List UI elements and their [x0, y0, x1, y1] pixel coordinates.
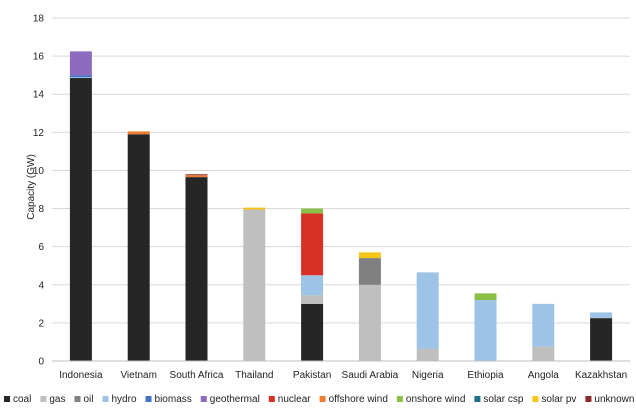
legend-item-nuclear: nuclear [268, 394, 311, 405]
y-tick-label: 10 [33, 166, 45, 177]
y-tick-label: 16 [33, 52, 45, 63]
y-tick-label: 6 [38, 242, 44, 253]
y-tick-label: 0 [38, 357, 44, 368]
bar-segment-vietnam-coal [127, 134, 150, 361]
bar-segment-ethiopia-hydro [474, 300, 497, 361]
legend-label-solar-pv: solar pv [541, 394, 576, 405]
y-tick-label: 2 [38, 318, 44, 329]
bars [69, 51, 613, 362]
bar-segment-indonesia-hydro [69, 77, 92, 79]
legend: coal gas oil hydro biomass geothermal nuclear o… [4, 394, 634, 405]
legend-label-oil: oil [83, 394, 93, 405]
legend-label-coal: coal [13, 394, 31, 405]
y-axis-ticks: 0 2 4 6 8 10 12 14 16 18 [33, 14, 45, 368]
bar-segment-south-africa-coal [185, 177, 208, 361]
legend-swatch-solar-csp [474, 396, 481, 402]
x-tick-label-saudi-arabia: Saudi Arabia [342, 370, 399, 381]
bar-segment-indonesia-biomass [69, 75, 92, 78]
bar-segment-kazakhstan-hydro [590, 312, 613, 319]
legend-swatch-hydro [102, 396, 109, 402]
legend-label-offshore-wind: offshore wind [329, 394, 388, 405]
x-tick-label-kazakhstan: Kazakhstan [575, 370, 627, 381]
legend-swatch-gas [40, 396, 47, 402]
y-axis-title: Capacity (GW) [26, 154, 37, 220]
legend-swatch-geothermal [200, 396, 207, 402]
bar-segment-angola-hydro [532, 303, 555, 347]
legend-item-biomass: biomass [145, 394, 192, 405]
bar-segment-kazakhstan-coal [590, 318, 613, 361]
legend-swatch-offshore-wind [319, 396, 326, 402]
legend-label-gas: gas [49, 394, 65, 405]
y-tick-label: 12 [33, 128, 45, 139]
legend-item-solar-csp: solar csp [474, 394, 524, 405]
x-tick-label-angola: Angola [528, 370, 560, 381]
legend-label-biomass: biomass [155, 394, 192, 405]
y-tick-label: 14 [33, 90, 45, 101]
legend-item-coal: coal [4, 394, 31, 405]
legend-item-unknown: unknown [585, 394, 634, 405]
legend-swatch-onshore-wind [396, 396, 403, 402]
bar-segment-ethiopia-onshore-wind [474, 293, 497, 301]
y-tick-label: 18 [33, 14, 45, 25]
bar-segment-saudi-arabia-oil [358, 258, 381, 285]
legend-swatch-coal [4, 396, 10, 402]
legend-item-solar-pv: solar pv [532, 394, 576, 405]
x-tick-label-pakistan: Pakistan [293, 370, 331, 381]
legend-item-gas: gas [40, 394, 65, 405]
legend-swatch-nuclear [268, 396, 275, 402]
bar-segment-thailand-gas [243, 209, 266, 361]
bar-segment-pakistan-gas [301, 295, 324, 304]
legend-item-hydro: hydro [102, 394, 137, 405]
bar-segment-vietnam-offshore-wind [127, 131, 150, 135]
bar-segment-indonesia-coal [69, 78, 92, 362]
legend-label-unknown: unknown [594, 394, 634, 405]
bar-segment-pakistan-coal [301, 303, 324, 361]
x-tick-label-thailand: Thailand [235, 370, 273, 381]
x-tick-label-nigeria: Nigeria [412, 370, 444, 381]
x-axis-ticks: Indonesia Vietnam South Africa Thailand Paki… [59, 370, 627, 381]
legend-swatch-oil [74, 396, 81, 402]
legend-label-hydro: hydro [112, 394, 137, 405]
legend-label-solar-csp: solar csp [483, 394, 523, 405]
bar-segment-south-africa-offshore-wind [185, 175, 208, 178]
bar-segment-indonesia-geothermal [69, 51, 92, 76]
y-tick-label: 4 [38, 280, 44, 291]
x-tick-label-ethiopia: Ethiopia [467, 370, 504, 381]
legend-swatch-unknown [585, 396, 592, 402]
bar-segment-angola-gas [532, 346, 555, 361]
x-tick-label-south-africa: South Africa [170, 370, 224, 381]
legend-label-onshore-wind: onshore wind [406, 394, 465, 405]
bar-segment-thailand-solar-pv [243, 207, 266, 210]
bar-segment-pakistan-hydro [301, 275, 324, 296]
x-tick-label-vietnam: Vietnam [120, 370, 157, 381]
legend-item-onshore-wind: onshore wind [396, 394, 465, 405]
bar-segment-saudi-arabia-solar-pv [358, 252, 381, 259]
legend-label-geothermal: geothermal [210, 394, 260, 405]
y-tick-label: 8 [38, 204, 44, 215]
bar-segment-nigeria-hydro [416, 272, 439, 349]
bar-segment-pakistan-nuclear [301, 213, 324, 276]
legend-swatch-solar-pv [532, 396, 539, 402]
bar-segment-south-africa-unknown [185, 174, 208, 176]
legend-item-geothermal: geothermal [200, 394, 260, 405]
legend-item-offshore-wind: offshore wind [319, 394, 388, 405]
legend-label-nuclear: nuclear [278, 394, 311, 405]
legend-swatch-biomass [145, 396, 152, 402]
legend-item-oil: oil [74, 394, 94, 405]
bar-segment-pakistan-onshore-wind [301, 208, 324, 214]
bar-segment-saudi-arabia-gas [358, 284, 381, 361]
x-tick-label-indonesia: Indonesia [59, 370, 103, 381]
bar-segment-nigeria-gas [416, 348, 439, 361]
